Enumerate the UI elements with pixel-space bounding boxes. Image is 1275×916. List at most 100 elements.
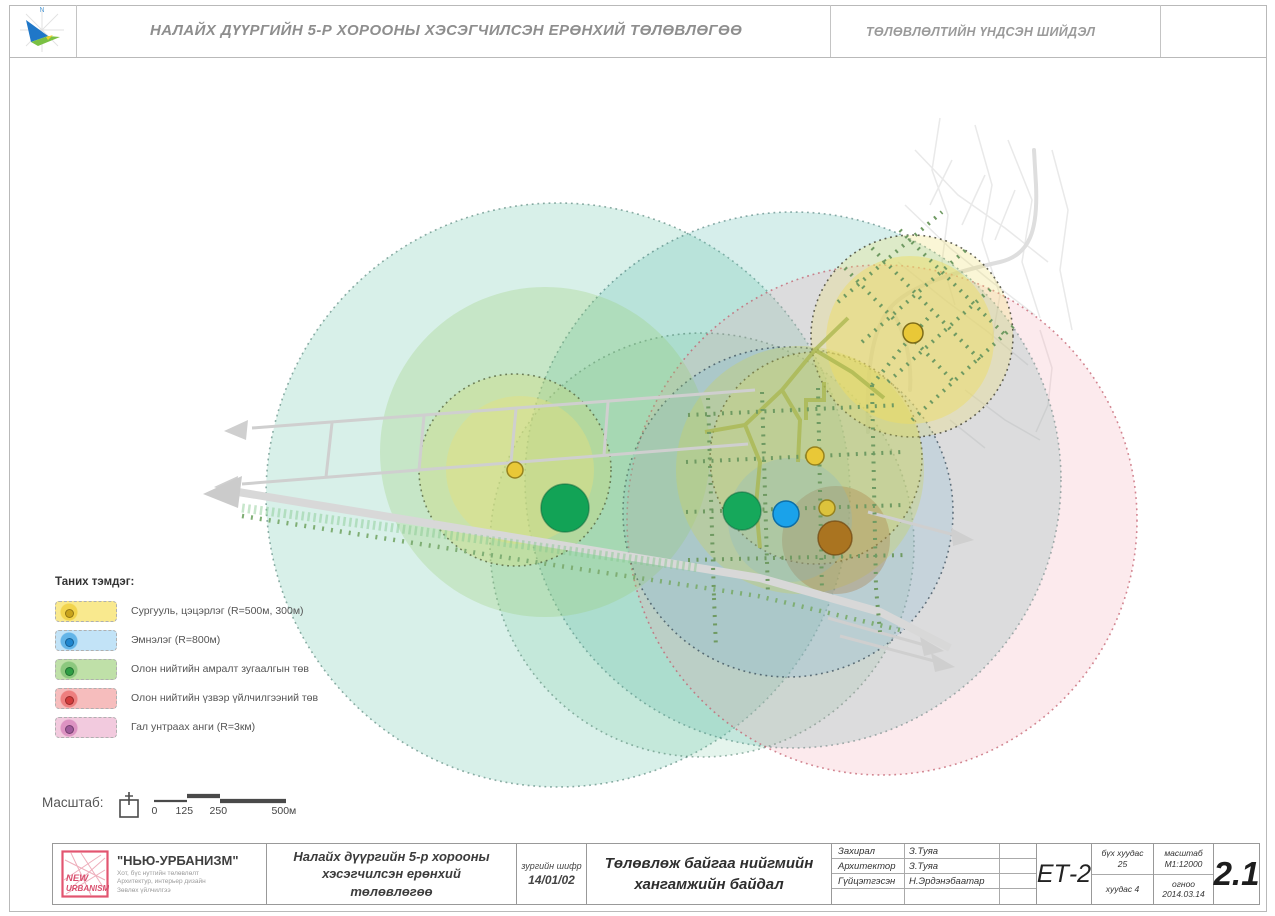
header-divider-2 — [830, 5, 831, 58]
legend-swatch-2 — [55, 658, 117, 680]
sheet-code-cell: ЕТ-2 — [1036, 844, 1091, 904]
header-divider-3 — [1160, 5, 1161, 58]
company-service-1: Хот, бүс нутгийн төлөвлөлт — [117, 869, 199, 877]
scalebar-bar: 0 125 250 500м — [152, 791, 302, 821]
total-pages-label: бүх хуудас — [1101, 848, 1144, 859]
company-service-3: Зөвлөх үйлчилгээ — [117, 886, 171, 894]
scalebar-segments — [153, 793, 286, 804]
company-service-2: Архитектур, интерьер дизайн — [117, 878, 206, 886]
legend-dot-icon — [65, 724, 74, 734]
school-northeast-marker — [902, 322, 924, 344]
company-name: "НЬЮ-УРБАНИЗМ" — [117, 852, 239, 868]
legend-item-2: Олон нийтийн амралт зугаалгын төв — [55, 658, 318, 680]
role-extra — [999, 889, 1036, 904]
greenway-hatch — [241, 503, 701, 573]
role-name: З.Туяа — [904, 844, 999, 858]
title-block: NEW URBANISM "НЬЮ-УРБАНИЗМ" Хот, бүс нут… — [52, 843, 1260, 905]
greenway-dotted — [241, 513, 901, 633]
facility-layer — [506, 322, 924, 556]
sheet-number-cell: 2.1 — [1213, 844, 1259, 904]
total-pages-value: 25 — [1117, 858, 1128, 869]
map-scale-value: М1:12000 — [1164, 858, 1203, 869]
header-rule — [9, 57, 1266, 58]
signature-row-1: Архитектор З.Туяа — [832, 859, 1036, 874]
legend-item-4: Гал унтраах анги (R=3км) — [55, 716, 318, 738]
sheet-border — [9, 5, 1267, 912]
scalebar-tick-0: 0 — [151, 805, 158, 817]
legend-dot-icon — [65, 695, 74, 705]
legend: Таних тэмдэг: Сургууль, цэцэрлэг (R=500м… — [55, 576, 318, 745]
legend-label-3: Олон нийтийн үзвэр үйлчилгээний төв — [131, 692, 319, 704]
total-pages: бүх хуудас 25 — [1092, 844, 1153, 875]
school-west-marker — [506, 461, 524, 479]
map-scale-label: масштаб — [1164, 848, 1203, 859]
legend-dot-icon — [65, 666, 74, 676]
new-urbanism-logo: NEW URBANISM — [61, 850, 109, 898]
date-value: 2014.03.14 — [1162, 889, 1205, 900]
existing-road — [865, 148, 1039, 434]
legend-swatch-1 — [55, 629, 117, 651]
role-extra — [999, 844, 1036, 858]
legend-item-0: Сургууль, цэцэрлэг (R=500м, 300м) — [55, 600, 318, 622]
current-page: хуудас 4 — [1092, 875, 1153, 905]
drawing-code-label: зургийн шифр — [521, 860, 582, 871]
legend-swatch-4 — [55, 716, 117, 738]
legend-item-1: Эмнэлэг (R=800м) — [55, 629, 318, 651]
current-page-label: хуудас 4 — [1105, 883, 1140, 894]
road-network — [203, 388, 974, 672]
legend-swatch-3 — [55, 687, 117, 709]
park-west-marker — [540, 483, 590, 533]
date-label: огноо — [1171, 878, 1196, 889]
park-west-inner — [380, 287, 710, 617]
logo-text-1: NEW — [66, 873, 89, 884]
logo-text-2: URBANISM — [66, 884, 109, 893]
scalebar-tick-250: 250 — [209, 805, 228, 817]
signature-row-0: Захирал З.Туяа — [832, 844, 1036, 859]
legend-item-3: Олон нийтийн үзвэр үйлчилгээний төв — [55, 687, 318, 709]
scalebar-label: Масштаб: — [42, 795, 104, 810]
pages-cell: бүх хуудас 25 хуудас 4 — [1091, 844, 1153, 904]
role-extra — [999, 874, 1036, 888]
role-label — [832, 889, 904, 904]
scale-date-cell: масштаб М1:12000 огноо 2014.03.14 — [1153, 844, 1213, 904]
drawing-code-value: 14/01/02 — [528, 873, 575, 888]
role-label: Архитектор — [838, 861, 896, 872]
legend-title: Таних тэмдэг: — [55, 576, 135, 588]
drawing-title-cell: Төлөвлөж байгаа нийгмийн хангамжийн байд… — [586, 844, 831, 904]
legend-label-1: Эмнэлэг (R=800м) — [131, 634, 221, 646]
role-name: Н.Эрдэнэбаатар — [904, 874, 999, 888]
scalebar-tick-500: 500м — [271, 805, 297, 817]
role-name: З.Туяа — [904, 859, 999, 873]
legend-swatch-0 — [55, 600, 117, 622]
kindergarten-mid-marker — [818, 499, 836, 517]
legend-dot-icon — [65, 608, 74, 618]
school-mid-marker — [805, 446, 825, 466]
north-compass-icon: N — [20, 7, 64, 52]
drawing-code-cell: зургийн шифр 14/01/02 — [516, 844, 586, 904]
role-label: Гүйцэтгэсэн — [838, 876, 896, 887]
legend-label-0: Сургууль, цэцэрлэг (R=500м, 300м) — [131, 605, 304, 617]
legend-label-2: Олон нийтийн амралт зугаалгын төв — [131, 663, 309, 675]
project-name-cell: Налайх дүүргийн 5-р хорооны хэсэгчилсэн … — [266, 844, 516, 904]
map-canvas — [203, 117, 1138, 788]
company-cell: NEW URBANISM "НЬЮ-УРБАНИЗМ" Хот, бүс нут… — [53, 844, 266, 904]
signature-row-3 — [832, 889, 1036, 904]
park-mid-marker — [722, 491, 762, 531]
scalebar-tick-125: 125 — [175, 805, 194, 817]
center-yellow-green — [676, 346, 924, 594]
signature-row-2: Гүйцэтгэсэн Н.Эрдэнэбаатар — [832, 874, 1036, 889]
north-marker-icon — [118, 792, 139, 818]
date: огноо 2014.03.14 — [1154, 875, 1213, 905]
sheet-title: НАЛАЙХ ДҮҮРГИЙН 5-Р ХОРООНЫ ХЭСЭГЧИЛСЭН … — [150, 22, 743, 39]
header-divider-1 — [76, 5, 77, 58]
compass-n-label: N — [39, 7, 44, 14]
scalebar: Масштаб: 0 125 250 500м — [42, 789, 302, 821]
fire-station-zone-service-radius — [626, 264, 1138, 776]
role-extra — [999, 859, 1036, 873]
culture-center-marker — [817, 520, 853, 556]
hospital-marker — [772, 500, 800, 528]
planned-grid — [685, 210, 1020, 649]
sheet-subtitle: ТӨЛӨВЛӨЛТИЙН ҮНДСЭН ШИЙДЭЛ — [866, 25, 1096, 39]
signature-table: Захирал З.Туяа Архитектор З.Туяа Гүйцэтг… — [831, 844, 1036, 904]
